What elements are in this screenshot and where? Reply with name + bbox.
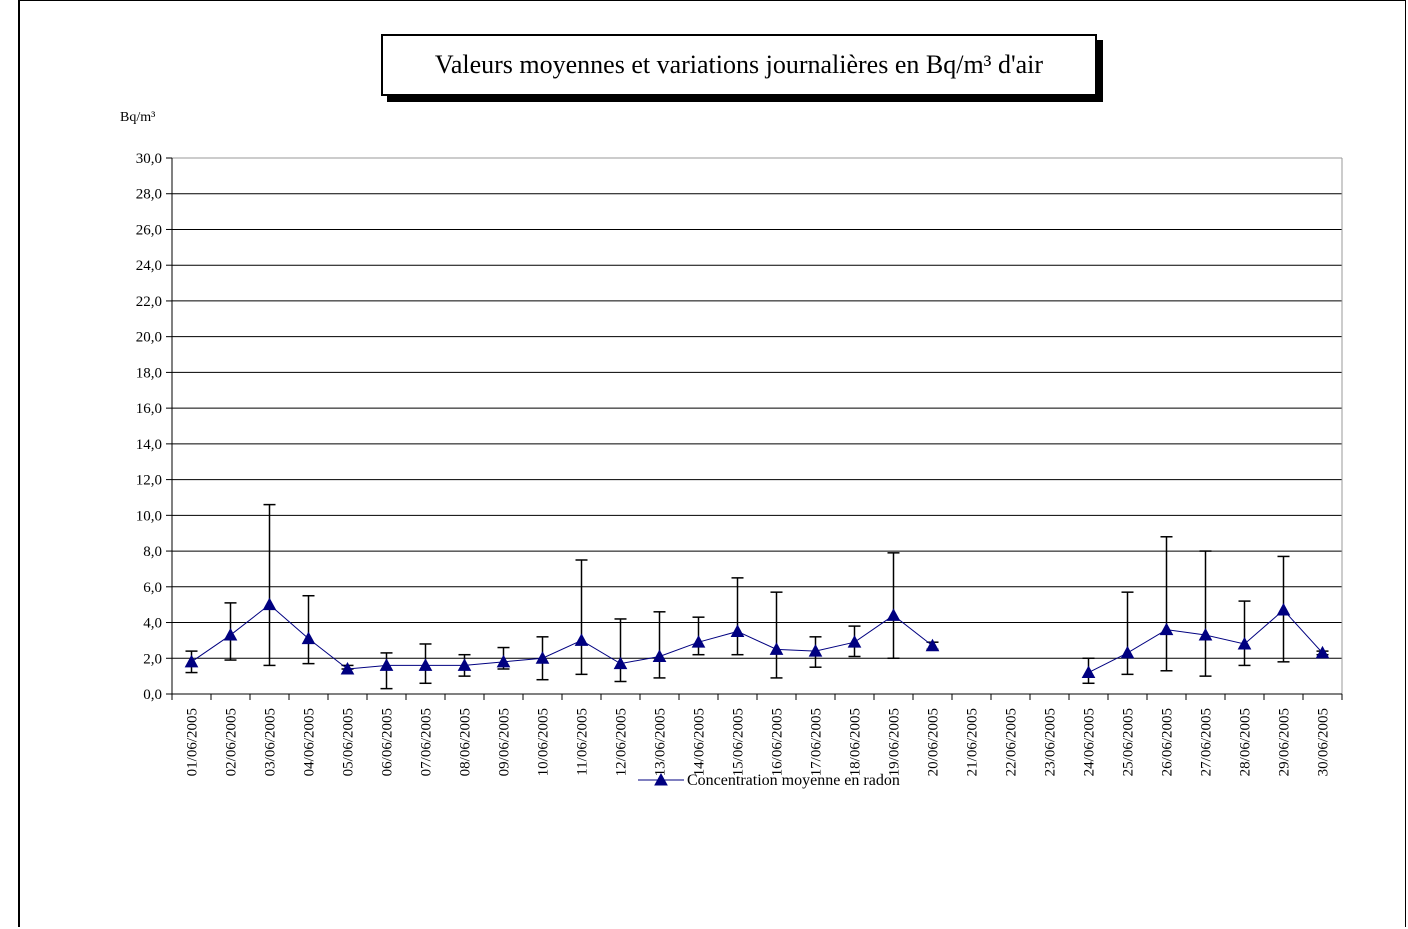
data-point <box>301 631 316 645</box>
y-tick-label: 14,0 <box>136 437 162 453</box>
x-tick-label: 26/06/2005 <box>1160 708 1176 776</box>
x-tick-label: 28/06/2005 <box>1238 708 1254 776</box>
series-line <box>191 604 1323 674</box>
x-tick-label: 07/06/2005 <box>419 708 435 776</box>
x-tick-label: 25/06/2005 <box>1121 708 1137 776</box>
data-point <box>613 656 628 670</box>
y-tick-label: 22,0 <box>136 294 162 310</box>
data-point <box>535 651 550 664</box>
data-point <box>691 635 706 648</box>
x-tick-label: 29/06/2005 <box>1277 708 1293 776</box>
x-tick-label: 23/06/2005 <box>1043 708 1059 776</box>
data-point <box>1159 622 1174 636</box>
data-point <box>847 635 862 648</box>
x-tick-label: 05/06/2005 <box>341 708 357 776</box>
x-tick-label: 10/06/2005 <box>536 708 552 776</box>
data-point <box>262 597 277 611</box>
data-point <box>925 638 940 652</box>
data-point <box>652 649 667 662</box>
x-axis: 01/06/2005 02/06/2005 03/06/2005 04/06/2005… <box>171 693 1343 776</box>
y-tick-label: 2,0 <box>143 651 162 667</box>
data-point <box>808 644 823 657</box>
y-tick-label: 0,0 <box>143 687 162 703</box>
y-tick-label: 18,0 <box>136 365 162 381</box>
x-tick-label: 09/06/2005 <box>497 708 513 776</box>
y-tick-label: 26,0 <box>136 222 162 238</box>
x-tick-label: 19/06/2005 <box>887 708 903 776</box>
data-point <box>418 658 433 671</box>
data-point <box>223 627 238 641</box>
legend-label: Concentration moyenne en radon <box>687 772 900 789</box>
y-tick-label: 24,0 <box>136 258 162 274</box>
x-tick-label: 02/06/2005 <box>224 708 240 776</box>
data-point <box>1315 645 1330 659</box>
y-tick-label: 30,0 <box>136 151 162 167</box>
data-point <box>1237 636 1252 650</box>
x-tick-label: 08/06/2005 <box>458 708 474 776</box>
x-tick-label: 24/06/2005 <box>1082 708 1098 776</box>
x-tick-label: 15/06/2005 <box>731 708 747 776</box>
x-tick-label: 12/06/2005 <box>614 708 630 776</box>
series-markers <box>184 597 1330 679</box>
x-tick-label: 21/06/2005 <box>965 708 981 776</box>
y-tick-label: 16,0 <box>136 401 162 417</box>
x-tick-label: 14/06/2005 <box>692 708 708 776</box>
x-tick-label: 22/06/2005 <box>1004 708 1020 776</box>
y-tick-label: 10,0 <box>136 508 162 524</box>
x-tick-label: 11/06/2005 <box>575 708 591 776</box>
legend-marker <box>654 772 668 786</box>
x-tick-label: 04/06/2005 <box>302 708 318 776</box>
y-tick-label: 12,0 <box>136 473 162 489</box>
chart-frame <box>18 0 1406 927</box>
chart-title: Valeurs moyennes et variations journaliè… <box>434 50 1044 79</box>
x-tick-label: 20/06/2005 <box>926 708 942 776</box>
y-axis: 0,0 2,0 4,0 6,0 8,0 10,0 12,0 14,0 16,0 18,0 20,0 2… <box>136 151 173 703</box>
x-tick-label: 13/06/2005 <box>653 708 669 776</box>
x-tick-label: 18/06/2005 <box>848 708 864 776</box>
x-tick-label: 03/06/2005 <box>263 708 279 776</box>
y-tick-label: 4,0 <box>143 616 162 632</box>
data-point <box>730 624 745 637</box>
gridlines <box>172 157 1343 694</box>
data-point <box>184 654 199 668</box>
y-tick-label: 6,0 <box>143 580 162 596</box>
x-tick-label: 17/06/2005 <box>809 708 825 776</box>
x-tick-label: 06/06/2005 <box>380 708 396 776</box>
data-point <box>769 642 784 655</box>
data-point <box>574 633 589 646</box>
legend: Concentration moyenne en radon <box>638 772 900 789</box>
y-axis-label: Bq/m³ <box>120 110 155 125</box>
data-point <box>1081 665 1096 679</box>
data-point <box>1120 645 1135 659</box>
data-point <box>379 658 394 671</box>
x-tick-label: 01/06/2005 <box>185 708 201 776</box>
chart-title-box: Valeurs moyennes et variations journaliè… <box>381 34 1097 96</box>
x-tick-label: 16/06/2005 <box>770 708 786 776</box>
data-point <box>886 608 901 621</box>
data-point <box>1276 602 1291 616</box>
y-tick-label: 8,0 <box>143 544 162 560</box>
x-tick-label: 30/06/2005 <box>1316 708 1332 776</box>
x-tick-label: 27/06/2005 <box>1199 708 1215 776</box>
data-point <box>496 654 511 668</box>
y-tick-label: 28,0 <box>136 187 162 203</box>
data-point <box>1198 627 1213 641</box>
y-tick-label: 20,0 <box>136 330 162 346</box>
data-point <box>340 661 355 675</box>
data-point <box>457 658 472 671</box>
error-bars <box>185 503 1329 690</box>
